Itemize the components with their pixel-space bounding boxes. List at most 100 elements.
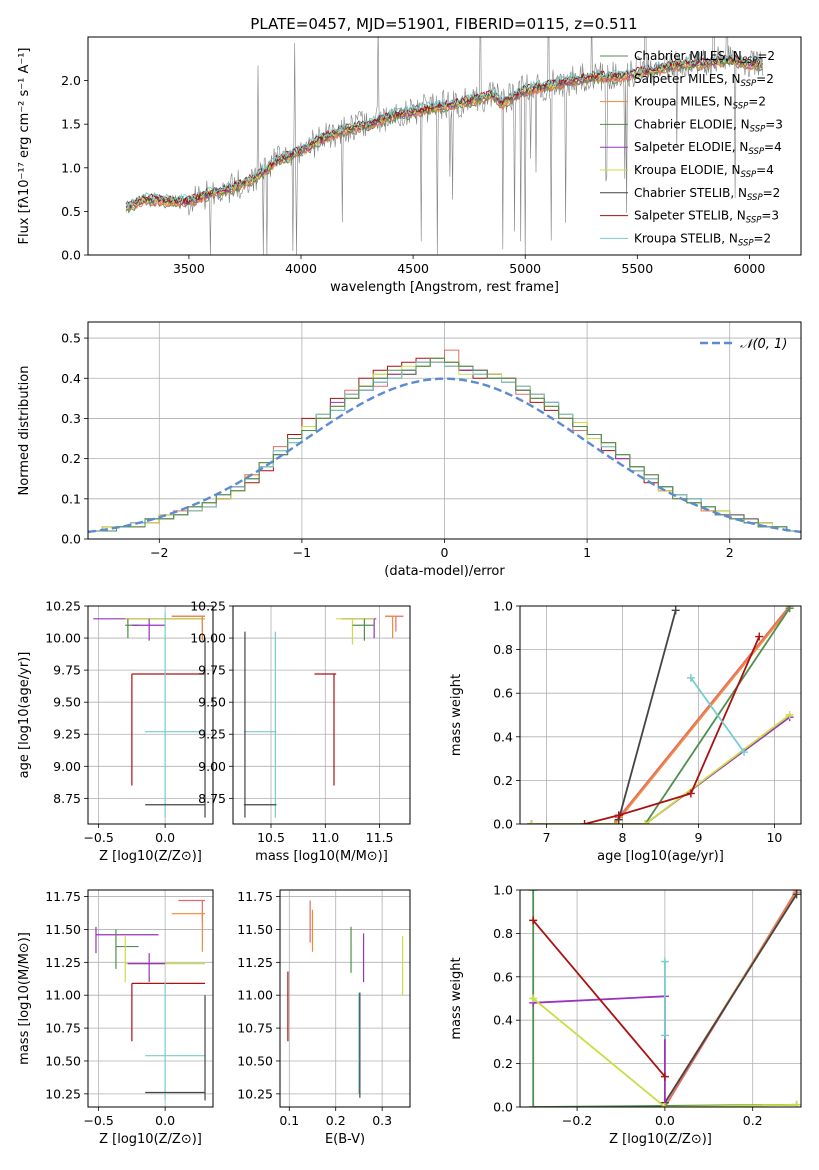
y-tick-label: 2.0 (61, 73, 81, 88)
y-tick-label: 0.0 (61, 532, 81, 547)
x-axis-label: Z [log10(Z/Z⊙)] (99, 849, 202, 864)
x-tick-label: 6000 (734, 261, 766, 276)
x-tick-label: 0.0 (155, 830, 175, 845)
weight-series-line (531, 607, 791, 824)
y-tick-label: 0.4 (61, 371, 81, 386)
x-tick-label: 8 (619, 830, 627, 845)
weight-point-marker (610, 820, 619, 824)
y-tick-label: 0.5 (61, 204, 81, 219)
y-tick-label: 9.25 (198, 727, 226, 742)
panel-residuals: −2 −1 0 1 2 0.0 0.1 0.2 0.3 0.4 0.5 (data-model)/er… (17, 321, 802, 579)
x-tick-label: 4500 (397, 261, 429, 276)
weight-point-marker (785, 606, 794, 613)
y-axis-label: Flux [fλ10⁻¹⁷ erg cm⁻² s⁻¹ A⁻¹] (17, 48, 32, 245)
y-tick-label: 0.4 (493, 1013, 513, 1028)
y-tick-label: 9.00 (198, 759, 226, 774)
y-tick-label: 10.25 (237, 1086, 273, 1101)
x-tick-label: 11.5 (366, 830, 394, 845)
weight-point-marker (686, 673, 695, 682)
y-tick-label: 0.0 (61, 248, 81, 263)
x-tick-label: 0.0 (155, 1113, 175, 1128)
y-tick-label: 11.25 (237, 955, 273, 970)
y-tick-label: 10.75 (45, 1021, 81, 1036)
weight-point-marker (529, 994, 538, 1003)
x-tick-label: −0.2 (562, 1113, 592, 1128)
plot-area (88, 890, 213, 1107)
x-tick-label: 10 (766, 830, 782, 845)
panel-spectrum: 3500 4000 4500 5000 5500 6000 0.0 0.5 1.0 1.5 2.0 w… (17, 36, 802, 295)
x-axis-label: Z [log10(Z/Z⊙)] (609, 1132, 712, 1147)
y-tick-label: 0.0 (493, 817, 513, 832)
panel-mass-vs-ebv: 0.1 0.2 0.3 10.25 10.50 10.75 11.00 11.25 11.50 1… (237, 889, 411, 1147)
axes-frame (279, 889, 411, 1108)
axes-frame (87, 605, 214, 825)
weight-series-line (690, 677, 745, 753)
y-tick-label: 11.25 (45, 955, 81, 970)
x-tick-label: 10.5 (257, 830, 285, 845)
y-tick-label: 1.0 (493, 599, 513, 614)
y-tick-label: 10.00 (190, 631, 226, 646)
axes-frame (87, 321, 802, 540)
x-tick-label: 0.2 (326, 1113, 346, 1128)
weight-point-marker (785, 711, 794, 719)
weight-series-line (664, 893, 798, 1104)
y-tick-label: 9.00 (53, 759, 81, 774)
y-axis-label: mass [log10(M/M⊙)] (17, 932, 32, 1065)
weight-point-marker (529, 916, 538, 925)
weight-point-marker (529, 1103, 538, 1107)
y-tick-label: 10.25 (45, 1086, 81, 1101)
weight-point-marker (614, 811, 623, 820)
y-tick-label: 9.25 (53, 727, 81, 742)
legend-entry: Chabrier STELIB, NSSP=2 (634, 186, 780, 203)
x-tick-label: 1 (583, 545, 591, 560)
x-tick-label: 0.2 (743, 1113, 763, 1128)
weight-series-line (531, 607, 791, 824)
y-tick-label: 9.75 (198, 663, 226, 678)
weight-point-marker (792, 890, 801, 899)
y-tick-label: 0.3 (61, 411, 81, 426)
legend-entry: Salpeter ELODIE, NSSP=4 (634, 140, 782, 157)
x-tick-label: 3500 (173, 261, 205, 276)
y-tick-label: 11.75 (237, 889, 273, 904)
y-axis-label: mass weight (449, 957, 464, 1039)
plot-area (88, 606, 213, 824)
x-axis-label: Z [log10(Z/Z⊙)] (99, 1132, 202, 1147)
x-tick-label: 0 (441, 545, 449, 560)
weight-series-line (531, 606, 791, 824)
y-axis-label: Normed distribution (17, 366, 32, 496)
weight-point-marker (660, 957, 669, 966)
weight-series-line (531, 716, 791, 824)
plot-area (88, 322, 801, 539)
y-tick-label: 10.00 (45, 631, 81, 646)
weight-point-marker (527, 820, 536, 824)
y-tick-label: 0.6 (493, 969, 513, 984)
panel-weight-vs-Z: −0.2 0.0 0.2 0.0 0.2 0.4 0.6 0.8 1.0 Z [log10(Z/Z… (449, 883, 802, 1147)
weight-point-marker (792, 1100, 801, 1107)
weight-series-line (532, 919, 666, 1078)
weight-series-line (532, 997, 797, 1107)
x-tick-label: 0.3 (372, 1113, 392, 1128)
weight-point-marker (740, 748, 749, 757)
panel-age-vs-Z: −0.5 0.0 8.75 9.00 9.25 9.50 9.75 10.00 10.25 Z [… (17, 599, 214, 864)
plot-area (520, 890, 801, 1107)
weight-series-line (584, 636, 761, 824)
figure-title: PLATE=0457, MJD=51901, FIBERID=0115, z=0… (250, 15, 637, 33)
weight-point-marker (660, 1103, 669, 1107)
y-tick-label: 0.0 (493, 1100, 513, 1115)
y-tick-label: 9.50 (53, 695, 81, 710)
x-tick-label: 11.0 (311, 830, 339, 845)
x-axis-label: (data-model)/error (384, 564, 505, 579)
y-tick-label: 11.50 (45, 922, 81, 937)
y-tick-label: 10.25 (190, 599, 226, 614)
panel-mass-vs-Z: −0.5 0.0 10.25 10.50 10.75 11.00 11.25 11.50 11.… (17, 889, 214, 1147)
axes-frame (519, 605, 802, 825)
gaussian-reference-curve (88, 377, 801, 534)
y-tick-label: 0.2 (493, 773, 513, 788)
panel-weight-vs-age: 7 8 9 10 0.0 0.2 0.4 0.6 0.8 1.0 age [log10(age/yr… (449, 599, 802, 864)
y-tick-label: 11.00 (237, 988, 273, 1003)
x-tick-label: −2 (150, 545, 168, 560)
y-tick-label: 0.1 (61, 491, 81, 506)
legend-entry: Chabrier ELODIE, NSSP=3 (634, 117, 783, 134)
weight-point-marker (580, 820, 589, 824)
